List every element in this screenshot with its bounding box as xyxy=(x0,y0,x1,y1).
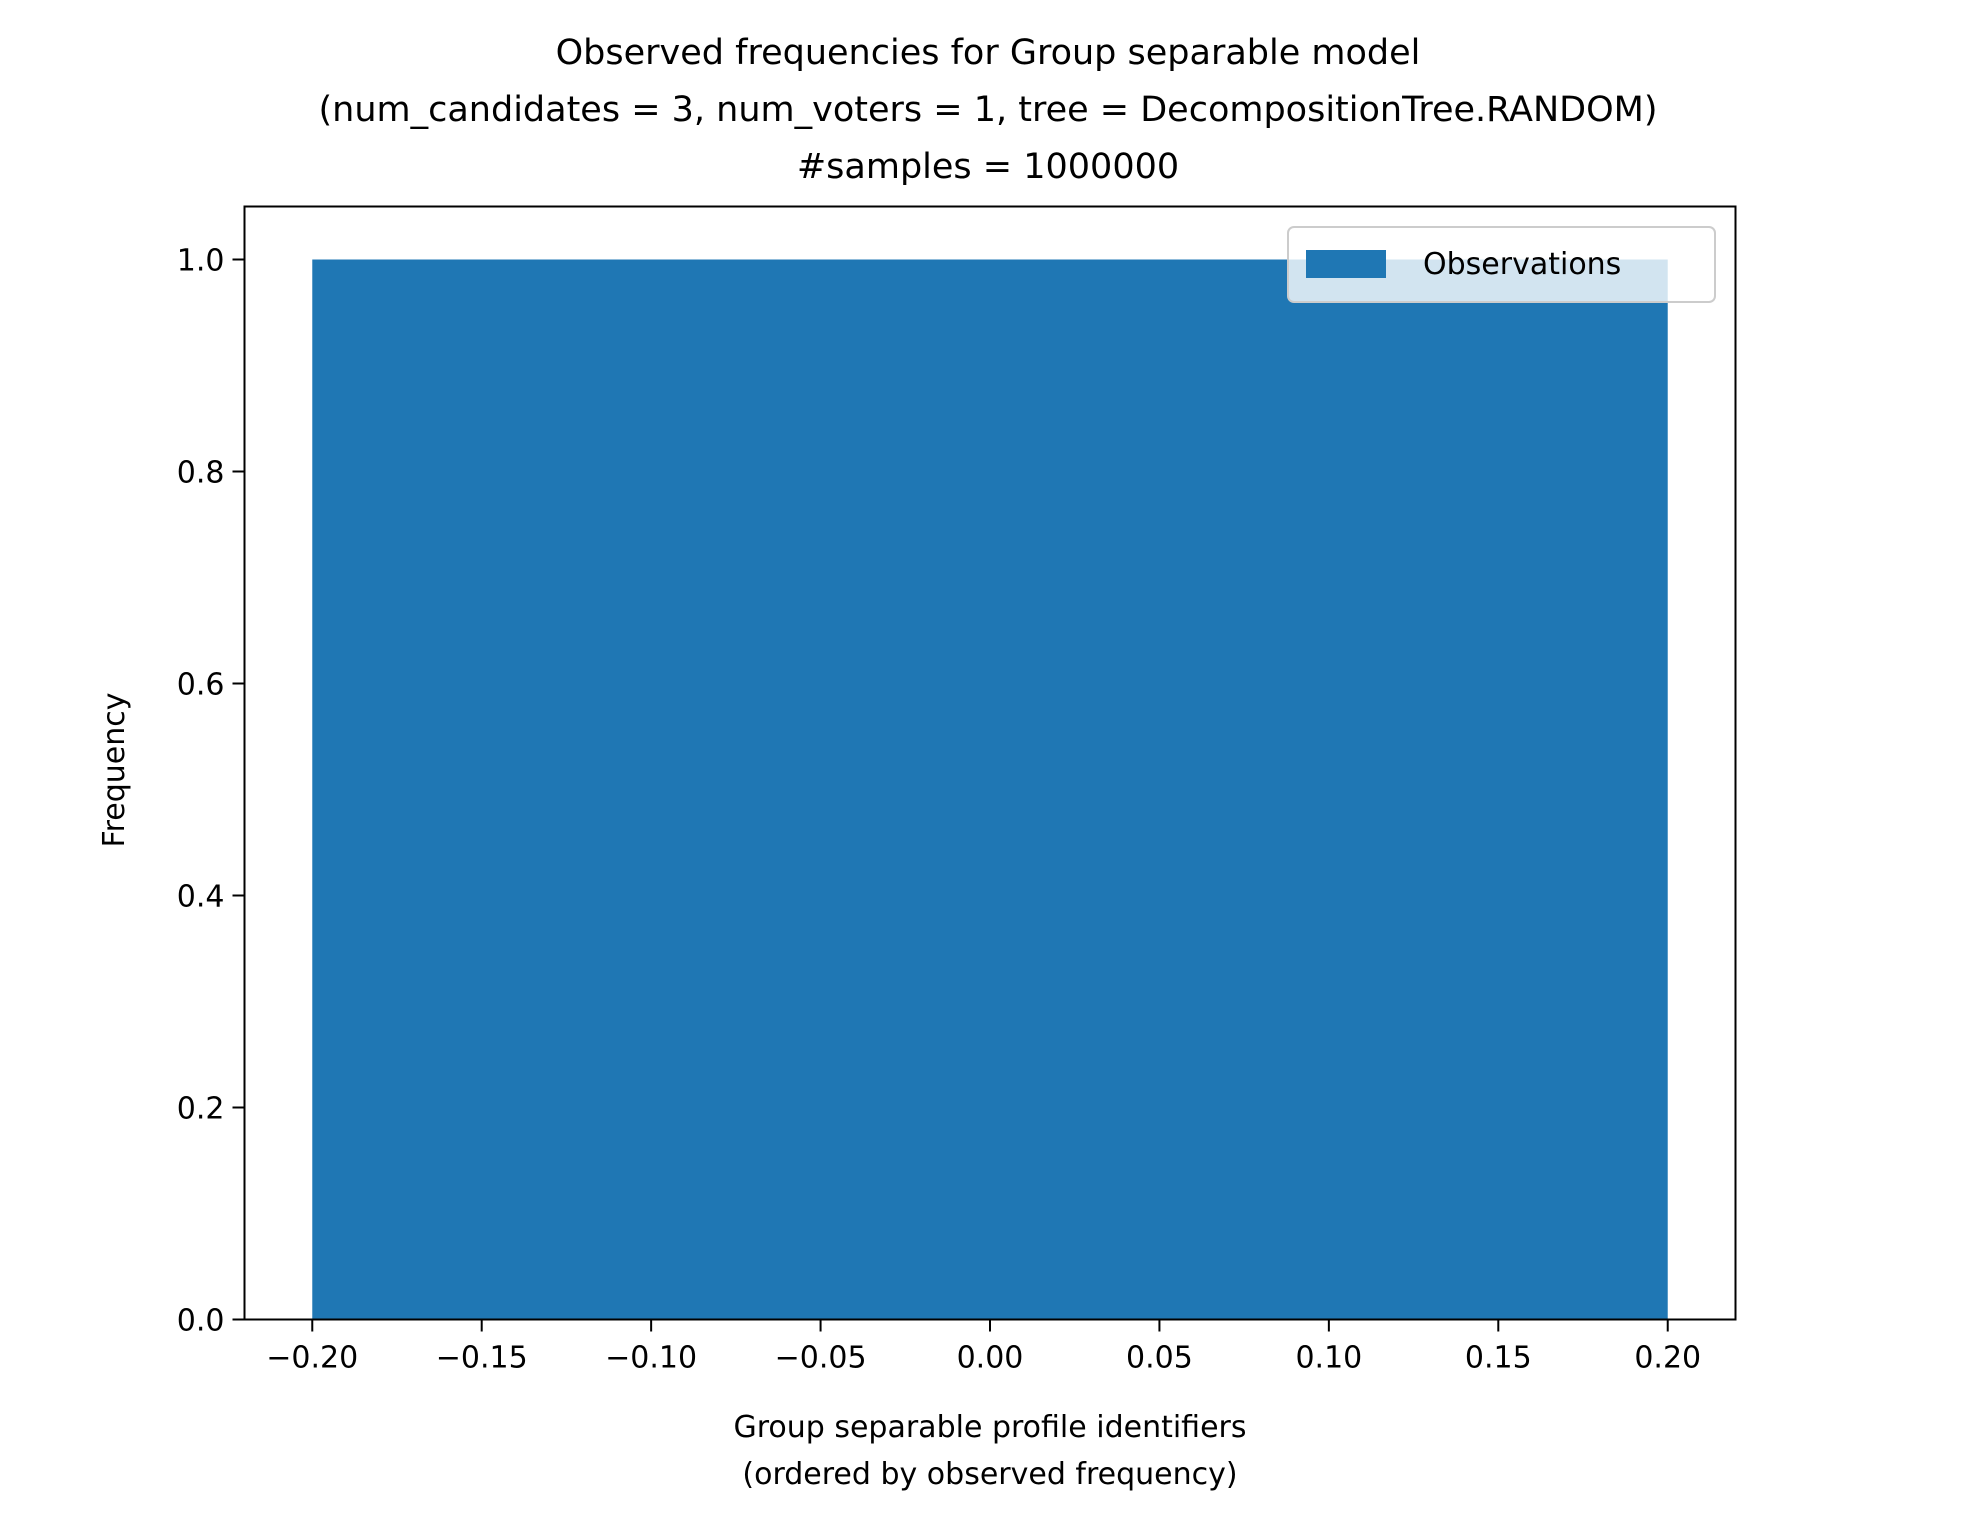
x-axis-label-line-1: Group separable profile identifiers xyxy=(733,1410,1246,1445)
x-axis-label: Group separable profile identifiers (ord… xyxy=(733,1410,1246,1492)
chart-title-line-1: Observed frequencies for Group separable… xyxy=(556,33,1421,73)
y-tick-label: 0.4 xyxy=(177,880,225,915)
x-tick-label: 0.15 xyxy=(1465,1341,1532,1376)
x-tick-label: −0.10 xyxy=(605,1341,697,1376)
y-axis-ticks: 0.0 0.2 0.4 0.6 0.8 1.0 xyxy=(177,244,245,1339)
y-tick-label: 0.0 xyxy=(177,1304,225,1339)
chart-title-line-3: #samples = 1000000 xyxy=(797,147,1179,187)
legend-label-observations: Observations xyxy=(1423,247,1621,282)
x-axis-ticks: −0.20 −0.15 −0.10 −0.05 0.00 0.05 0.10 0.15 0.20 xyxy=(266,1319,1701,1376)
x-tick-label: 0.20 xyxy=(1634,1341,1701,1376)
x-tick-label: −0.15 xyxy=(436,1341,528,1376)
x-tick-label: 0.10 xyxy=(1295,1341,1362,1376)
y-tick-label: 1.0 xyxy=(177,244,225,279)
x-tick-label: −0.20 xyxy=(266,1341,358,1376)
legend-box xyxy=(1287,226,1716,303)
bar-group xyxy=(312,259,1668,1320)
y-tick-label: 0.6 xyxy=(177,668,225,703)
legend: Observations xyxy=(1287,226,1716,303)
chart-title: Observed frequencies for Group separable… xyxy=(318,33,1657,187)
x-tick-label: −0.05 xyxy=(775,1341,867,1376)
legend-swatch-observations xyxy=(1306,250,1386,278)
chart-title-line-2: (num_candidates = 3, num_voters = 1, tre… xyxy=(318,90,1657,130)
y-axis-label: Frequency xyxy=(97,693,132,848)
bar-observations-0 xyxy=(312,259,1668,1320)
y-tick-label: 0.2 xyxy=(177,1092,225,1127)
y-tick-label: 0.8 xyxy=(177,456,225,491)
x-axis-label-line-2: (ordered by observed frequency) xyxy=(742,1457,1237,1492)
x-tick-label: 0.00 xyxy=(957,1341,1024,1376)
x-tick-label: 0.05 xyxy=(1126,1341,1193,1376)
